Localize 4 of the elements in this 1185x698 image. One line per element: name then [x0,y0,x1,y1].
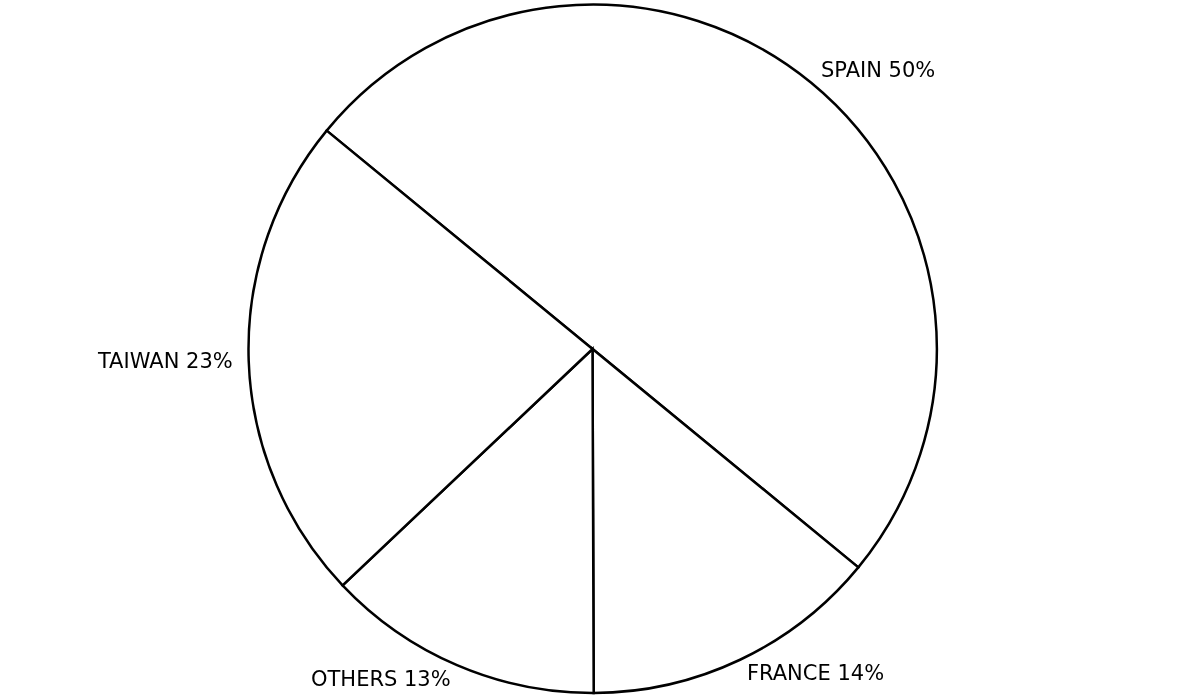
slice-label: OTHERS 13% [310,666,451,691]
slice-label: SPAIN 50% [821,57,936,82]
slice-label: FRANCE 14% [746,661,885,686]
slice-label: TAIWAN 23% [96,348,233,373]
